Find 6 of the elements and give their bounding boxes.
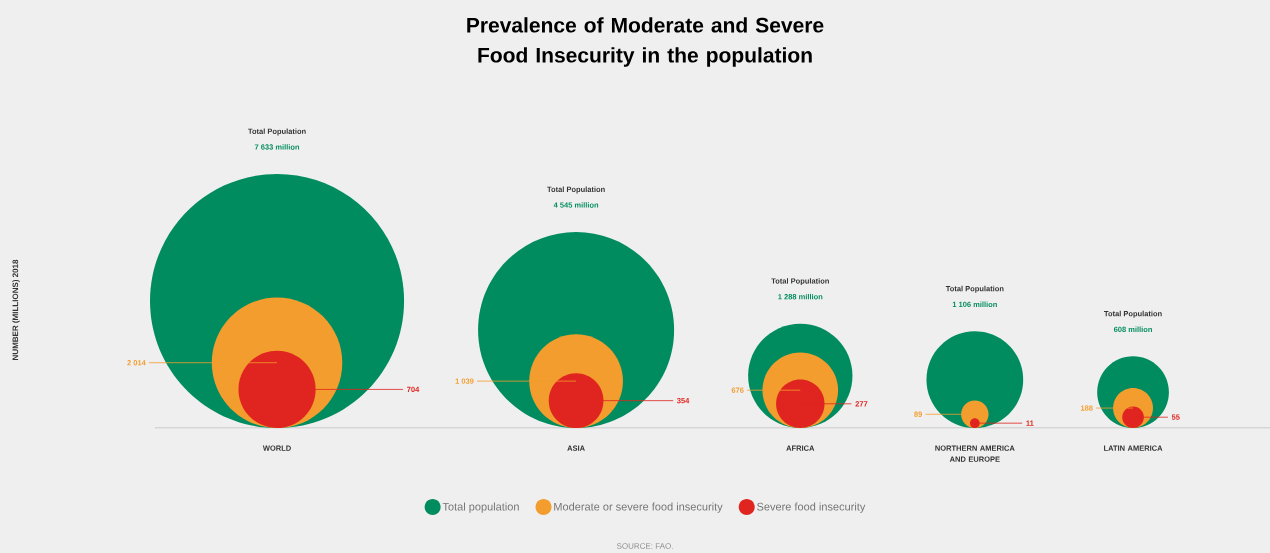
legend-label: Total population	[442, 502, 519, 513]
legend-label: Severe food insecurity	[757, 502, 866, 513]
source-note: SOURCE: FAO.	[616, 543, 673, 549]
text: Prevalence of Moderate and Severe Food Insecurity in the population	[467, 17, 824, 67]
text: NUMBER (MILLIONS) 2018	[12, 259, 20, 360]
legend-label: Moderate or severe food insecurity	[554, 502, 723, 513]
